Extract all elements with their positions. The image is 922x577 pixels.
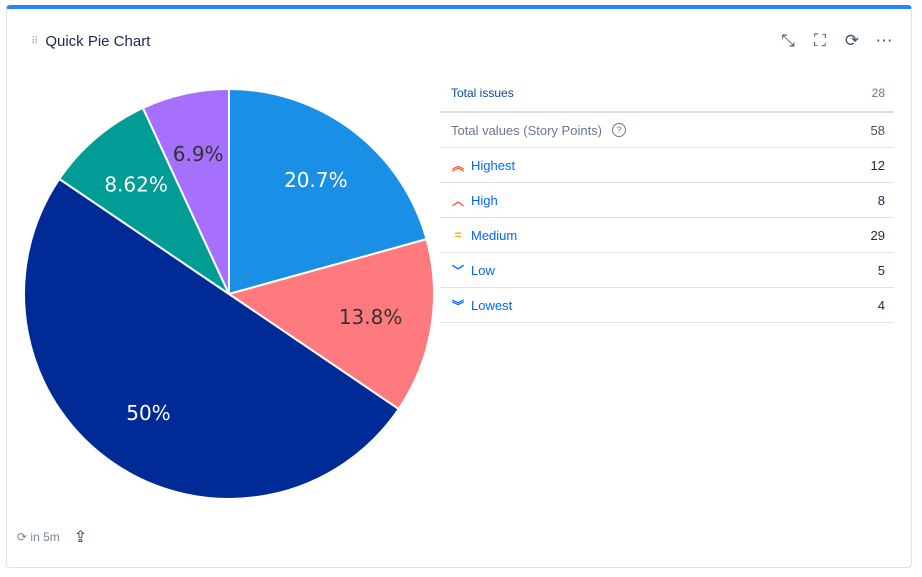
priority-link[interactable]: = Medium [451,228,517,243]
pie-chart: 20.7% 13.8% 50% 8.62%6.9% [23,87,435,500]
total-issues-row: Total issues 28 [440,75,894,113]
pie-data-label: 20.7% [284,168,348,192]
refresh-icon[interactable]: ⟳ [844,31,860,50]
refresh-interval: in 5m [30,530,60,544]
total-values-row: Total values (Story Points)? 58 [440,113,894,148]
total-values-label: Total values (Story Points) [451,122,603,138]
priority-link[interactable]: ︽ Highest [451,157,515,174]
pie-data-label: 13.8% [339,305,403,329]
priority-link[interactable]: ﹀ Low [451,262,495,279]
pie-slice-high[interactable] [226,237,435,411]
auto-refresh-icon: ⟳ [17,530,28,544]
priority-label: Low [471,262,495,278]
priority-row: = Medium 29 [440,218,894,253]
pie-slice-lowest[interactable] [141,87,230,295]
fullscreen-icon[interactable]: ⛶ [814,31,826,50]
gadget-title: Quick Pie Chart [45,33,151,50]
gadget-footer: ⟳ in 5m ⇪ [17,527,87,547]
summary-table: Total issues 28 Total values (Story Poin… [440,75,894,323]
total-issues-value: 28 [871,86,885,100]
priority-high-icon: ︿ [451,193,464,208]
priority-value: 8 [877,192,885,208]
priority-row: ︾ Lowest 4 [440,288,894,323]
priority-lowest-icon: ︾ [451,298,464,313]
priority-label: Medium [471,227,518,243]
pie-slice-medium[interactable] [23,177,401,500]
priority-value: 12 [870,157,885,173]
help-icon[interactable]: ? [612,123,627,137]
total-values-value: 58 [870,122,885,138]
pie-data-label: 6.9% [173,142,224,166]
priority-label: High [471,192,498,208]
drag-handle-icon[interactable]: ⠿ [31,36,38,47]
priority-medium-icon: = [454,228,462,242]
pie-data-label: 50% [126,401,170,425]
priority-row: ︿ High 8 [440,183,894,218]
priority-link[interactable]: ︾ Lowest [451,297,512,314]
priority-row: ﹀ Low 5 [440,253,894,288]
total-issues-label[interactable]: Total issues [451,86,514,100]
gadget-actions: ⤡ ⛶ ⟳ ⋯ [779,31,893,51]
priority-low-icon: ﹀ [451,263,464,278]
pie-slice-highest[interactable] [228,87,428,296]
priority-label: Lowest [471,297,513,313]
priority-row: ︽ Highest 12 [440,148,894,183]
share-icon[interactable]: ⇪ [73,529,88,546]
more-icon[interactable]: ⋯ [875,31,893,50]
pie-data-label: 8.62% [104,173,168,197]
priority-value: 4 [877,297,885,313]
priority-highest-icon: ︽ [451,158,464,173]
pie-slice-low[interactable] [57,106,232,297]
priority-value: 5 [877,262,885,278]
priority-value: 29 [870,227,885,243]
priority-link[interactable]: ︿ High [451,192,498,209]
gadget-header: ⠿ Quick Pie Chart [31,33,150,50]
minimize-icon[interactable]: ⤡ [781,31,795,50]
priority-label: Highest [471,157,516,173]
